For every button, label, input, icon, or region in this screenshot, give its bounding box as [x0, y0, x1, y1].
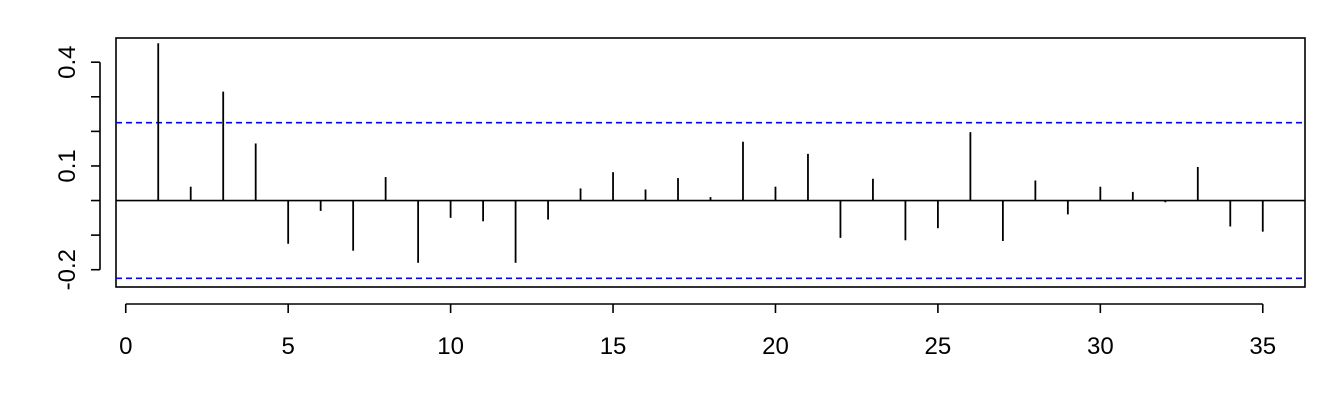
y-tick-label: 0.1 — [54, 149, 81, 182]
x-tick-label: 0 — [119, 333, 132, 360]
x-tick-label: 10 — [437, 333, 464, 360]
y-tick-label: -0.2 — [54, 249, 81, 290]
x-tick-label: 30 — [1087, 333, 1114, 360]
plot-area: 0 5 10 15 20 25 30 35 -0.2 0.1 0.4 — [54, 37, 1306, 360]
x-tick-label: 5 — [281, 333, 294, 360]
plot-frame — [115, 37, 1306, 288]
x-tick-label: 20 — [762, 333, 789, 360]
x-tick-label: 25 — [925, 333, 952, 360]
y-tick-label: 0.4 — [54, 46, 81, 79]
x-tick-label: 15 — [600, 333, 627, 360]
x-tick-label: 35 — [1249, 333, 1276, 360]
